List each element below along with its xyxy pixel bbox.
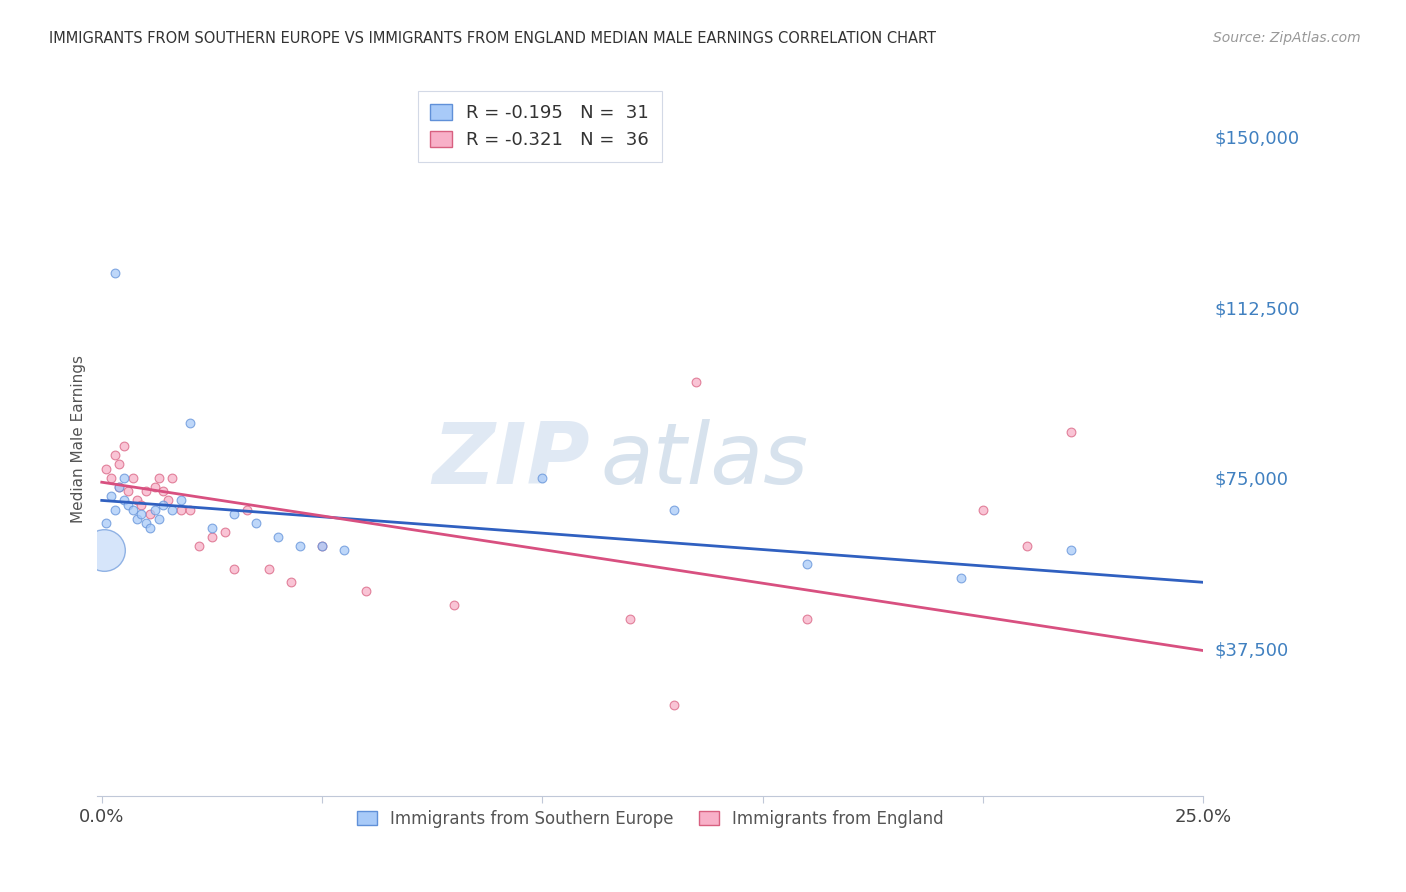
Point [148,470,170,484]
Text: atlas: atlas [600,419,808,502]
Point [1015,539,1038,553]
Point [685,375,707,389]
Point [222,561,245,575]
Point [108,457,131,471]
Y-axis label: Median Male Earnings: Median Male Earnings [72,355,86,523]
Point [1060,425,1083,439]
Legend: Immigrants from Southern Europe, Immigrants from England: Immigrants from Southern Europe, Immigra… [350,803,950,834]
Point [117,484,139,499]
Point [125,493,148,508]
Point [236,502,259,516]
Point [245,516,267,530]
Point [664,502,686,516]
Point [443,598,465,612]
Point [131,498,153,512]
Point [664,698,686,712]
Point [972,502,994,516]
Point [104,266,127,280]
Point [121,502,143,516]
Point [222,507,245,521]
Point [152,498,174,512]
Point [179,502,201,516]
Point [139,521,162,535]
Point [108,480,131,494]
Point [96,461,118,475]
Point [201,521,224,535]
Point [100,470,122,484]
Point [104,448,127,462]
Point [170,493,193,508]
Point [187,539,209,553]
Text: Source: ZipAtlas.com: Source: ZipAtlas.com [1213,31,1361,45]
Point [214,525,236,540]
Point [170,502,193,516]
Point [354,584,377,599]
Point [796,612,818,626]
Point [267,530,290,544]
Point [333,543,356,558]
Point [143,502,166,516]
Point [139,507,162,521]
Point [148,511,170,525]
Point [311,539,333,553]
Point [311,539,333,553]
Point [125,511,148,525]
Point [796,557,818,571]
Point [949,571,972,585]
Point [179,416,201,430]
Point [117,498,139,512]
Text: IMMIGRANTS FROM SOUTHERN EUROPE VS IMMIGRANTS FROM ENGLAND MEDIAN MALE EARNINGS : IMMIGRANTS FROM SOUTHERN EUROPE VS IMMIG… [49,31,936,46]
Point [112,493,135,508]
Point [280,575,302,590]
Point [104,502,127,516]
Point [619,612,641,626]
Point [135,484,157,499]
Point [96,516,118,530]
Point [201,530,224,544]
Point [143,480,166,494]
Point [131,507,153,521]
Text: ZIP: ZIP [432,419,589,502]
Point [288,539,311,553]
Point [162,502,184,516]
Point [152,484,174,499]
Point [531,470,554,484]
Point [135,516,157,530]
Point [257,561,280,575]
Point [112,470,135,484]
Point [100,489,122,503]
Point [156,493,179,508]
Point [162,470,184,484]
Point [121,470,143,484]
Point [1060,543,1083,558]
Point [93,543,115,558]
Point [112,439,135,453]
Point [108,480,131,494]
